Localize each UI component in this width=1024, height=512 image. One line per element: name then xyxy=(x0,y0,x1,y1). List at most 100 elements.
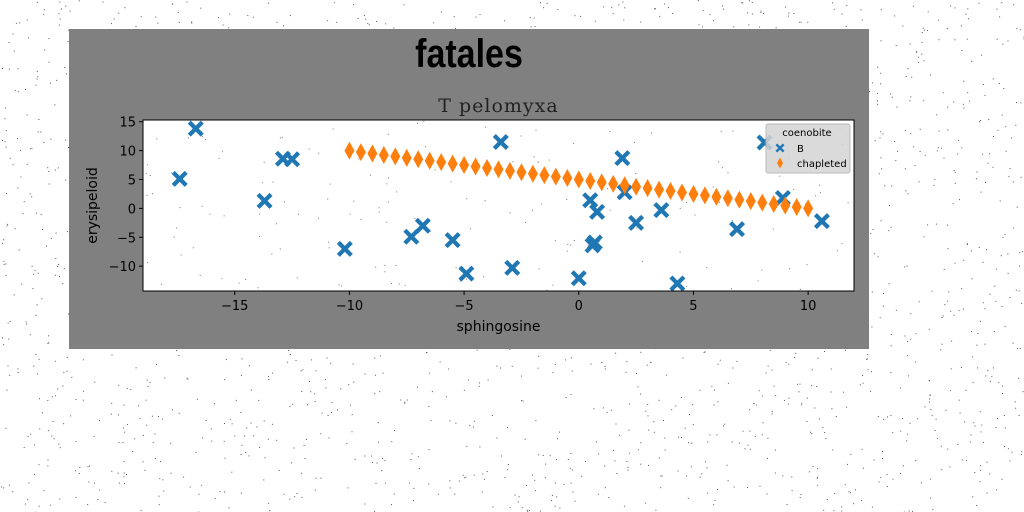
noise-dot xyxy=(533,156,535,158)
noise-dot xyxy=(9,157,11,159)
noise-dot xyxy=(791,476,793,478)
noise-dot xyxy=(29,148,31,150)
noise-dot xyxy=(883,418,885,420)
noise-dot xyxy=(1018,377,1020,379)
noise-dot xyxy=(445,396,447,398)
noise-dot xyxy=(880,131,882,133)
noise-dot xyxy=(338,284,340,286)
noise-dot xyxy=(707,492,709,494)
noise-dot xyxy=(866,358,868,360)
noise-dot xyxy=(564,359,566,361)
noise-dot xyxy=(928,328,930,330)
legend-box xyxy=(765,123,851,174)
noise-dot xyxy=(952,203,954,205)
noise-dot xyxy=(511,365,513,367)
noise-dot xyxy=(501,455,502,457)
noise-dot xyxy=(731,288,732,290)
noise-dot xyxy=(63,268,65,270)
noise-dot xyxy=(240,374,242,376)
noise-dot xyxy=(278,470,280,471)
noise-dot xyxy=(378,211,380,213)
noise-dot xyxy=(607,188,609,190)
noise-dot xyxy=(276,21,278,23)
noise-dot xyxy=(841,13,843,15)
noise-dot xyxy=(58,24,60,26)
noise-dot xyxy=(89,465,90,467)
noise-dot xyxy=(418,468,420,470)
noise-dot xyxy=(1004,446,1005,447)
noise-dot xyxy=(31,265,33,267)
noise-dot xyxy=(961,288,963,290)
noise-dot xyxy=(960,367,962,368)
noise-dot xyxy=(20,149,21,151)
noise-dot xyxy=(775,27,777,29)
noise-dot xyxy=(314,393,316,395)
noise-dot xyxy=(891,96,893,98)
noise-dot xyxy=(75,441,77,442)
noise-dot xyxy=(413,500,414,502)
noise-dot xyxy=(679,207,681,209)
noise-dot xyxy=(978,121,980,123)
noise-dot xyxy=(521,400,523,402)
noise-dot xyxy=(666,374,668,376)
noise-dot xyxy=(268,502,270,504)
noise-dot xyxy=(139,417,141,419)
noise-dot xyxy=(31,147,33,149)
noise-dot xyxy=(817,476,819,478)
noise-dot xyxy=(186,1,188,3)
noise-dot xyxy=(201,205,203,207)
noise-dot xyxy=(223,215,225,217)
noise-dot xyxy=(882,133,884,135)
noise-dot xyxy=(811,433,813,435)
noise-dot xyxy=(763,12,765,14)
noise-dot xyxy=(721,5,723,7)
point-chapleted xyxy=(734,190,745,209)
noise-dot xyxy=(694,214,696,216)
noise-dot xyxy=(985,375,987,377)
noise-dot xyxy=(509,212,511,214)
noise-dot xyxy=(384,482,386,484)
noise-dot xyxy=(158,416,159,417)
noise-dot xyxy=(87,504,89,505)
noise-dot xyxy=(271,423,273,425)
noise-dot xyxy=(18,249,20,251)
noise-dot xyxy=(604,366,606,367)
noise-dot xyxy=(337,409,338,411)
noise-dot xyxy=(250,422,252,424)
noise-dot xyxy=(581,475,583,477)
noise-dot xyxy=(706,267,708,268)
noise-dot xyxy=(450,181,452,183)
noise-dot xyxy=(727,172,729,174)
noise-dot xyxy=(806,420,808,422)
noise-dot xyxy=(641,260,643,262)
noise-dot xyxy=(869,91,871,93)
noise-dot xyxy=(1019,265,1021,267)
noise-dot xyxy=(943,268,945,270)
noise-dot xyxy=(52,421,54,422)
noise-dot xyxy=(391,441,393,443)
noise-dot xyxy=(14,228,16,230)
noise-dot xyxy=(712,186,714,188)
noise-dot xyxy=(522,400,524,402)
noise-dot xyxy=(815,195,817,197)
noise-dot xyxy=(954,182,956,184)
noise-dot xyxy=(862,375,864,376)
noise-dot xyxy=(731,220,733,222)
noise-dot xyxy=(374,357,376,359)
noise-dot xyxy=(958,399,960,401)
noise-dot xyxy=(269,510,271,512)
noise-dot xyxy=(407,399,409,401)
noise-dot xyxy=(159,478,161,480)
noise-dot xyxy=(977,367,979,369)
noise-dot xyxy=(921,32,923,33)
noise-dot xyxy=(372,461,373,463)
noise-dot xyxy=(499,367,501,369)
noise-dot xyxy=(111,354,113,356)
noise-dot xyxy=(292,403,294,405)
point-chapleted xyxy=(676,183,687,202)
noise-dot xyxy=(521,375,522,377)
noise-dot xyxy=(3,263,5,265)
noise-dot xyxy=(882,450,883,452)
noise-dot xyxy=(970,434,972,436)
